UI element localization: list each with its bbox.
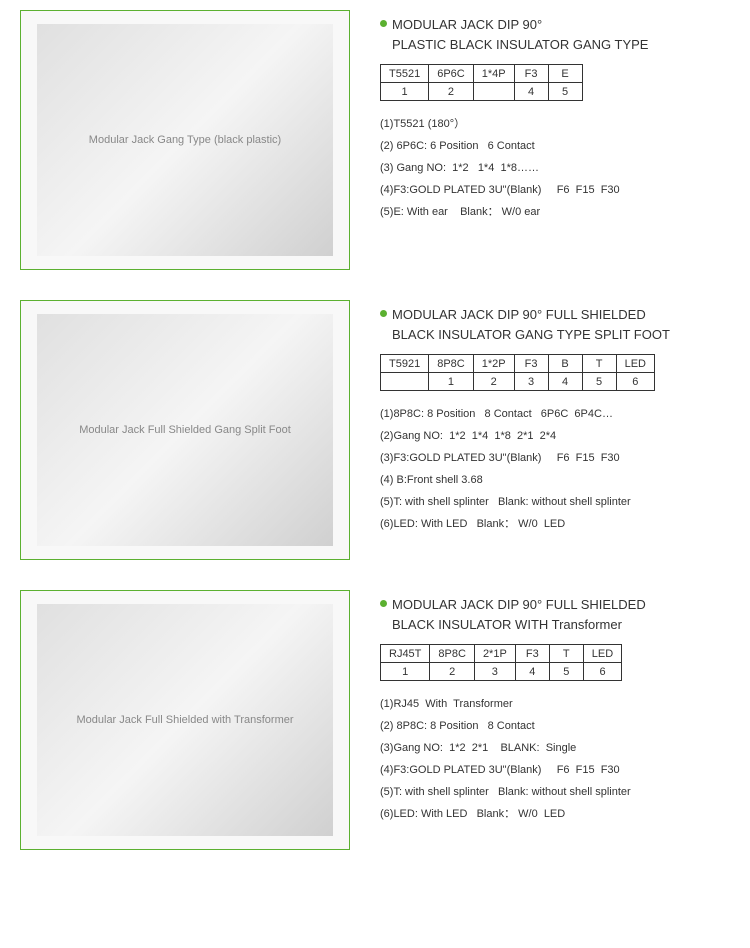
table-cell: 2 — [430, 663, 475, 681]
table-cell: 1*4P — [473, 65, 514, 83]
product-image-frame: Modular Jack Full Shielded Gang Split Fo… — [20, 300, 350, 560]
note-line: (4)F3:GOLD PLATED 3U"(Blank) F6 F15 F30 — [380, 759, 730, 781]
note-line: (1)8P8C: 8 Position 8 Contact 6P6C 6P4C… — [380, 403, 730, 425]
note-line: (5)T: with shell splinter Blank: without… — [380, 781, 730, 803]
title-line1: MODULAR JACK DIP 90° FULL SHIELDED — [392, 307, 646, 322]
title-line1: MODULAR JACK DIP 90° — [392, 17, 542, 32]
table-cell: 3 — [474, 663, 515, 681]
table-cell: T — [582, 355, 616, 373]
table-cell: 4 — [548, 373, 582, 391]
table-row: T5521 6P6C 1*4P F3 E — [381, 65, 583, 83]
table-cell: 4 — [515, 663, 549, 681]
title-line2: PLASTIC BLACK INSULATOR GANG TYPE — [392, 37, 648, 52]
table-row: 1 2 4 5 — [381, 83, 583, 101]
product-row: Modular Jack Gang Type (black plastic) M… — [20, 10, 730, 270]
table-cell: T5921 — [381, 355, 429, 373]
table-cell: 1 — [381, 83, 429, 101]
table-cell: 5 — [549, 663, 583, 681]
note-line: (2) 8P8C: 8 Position 8 Contact — [380, 715, 730, 737]
table-cell: B — [548, 355, 582, 373]
table-cell: 5 — [582, 373, 616, 391]
product-image: Modular Jack Gang Type (black plastic) — [37, 24, 332, 256]
title-line2: BLACK INSULATOR WITH Transformer — [392, 617, 622, 632]
table-cell: T5521 — [381, 65, 429, 83]
table-cell: E — [548, 65, 582, 83]
product-row: Modular Jack Full Shielded with Transfor… — [20, 590, 730, 850]
table-cell: F3 — [515, 645, 549, 663]
product-spec: MODULAR JACK DIP 90° PLASTIC BLACK INSUL… — [380, 10, 730, 270]
table-cell: 8P8C — [429, 355, 474, 373]
table-row: 1 2 3 4 5 6 — [381, 373, 655, 391]
note-line: (4)F3:GOLD PLATED 3U"(Blank) F6 F15 F30 — [380, 179, 730, 201]
table-cell: LED — [616, 355, 654, 373]
table-cell: F3 — [514, 355, 548, 373]
product-title: MODULAR JACK DIP 90° FULL SHIELDED BLACK… — [380, 305, 730, 344]
note-line: (2) 6P6C: 6 Position 6 Contact — [380, 135, 730, 157]
note-line: (5)T: with shell splinter Blank: without… — [380, 491, 730, 513]
table-cell: 1*2P — [473, 355, 514, 373]
product-image-frame: Modular Jack Full Shielded with Transfor… — [20, 590, 350, 850]
title-line1: MODULAR JACK DIP 90° FULL SHIELDED — [392, 597, 646, 612]
table-cell: 1 — [429, 373, 474, 391]
table-cell: 6P6C — [429, 65, 474, 83]
table-cell: 2 — [429, 83, 474, 101]
table-cell: LED — [583, 645, 621, 663]
table-cell: 8P8C — [430, 645, 475, 663]
table-cell: RJ45T — [381, 645, 430, 663]
part-code-table: T5521 6P6C 1*4P F3 E 1 2 4 5 — [380, 64, 583, 101]
table-cell: 5 — [548, 83, 582, 101]
table-cell: 2 — [473, 373, 514, 391]
table-cell: 3 — [514, 373, 548, 391]
table-cell — [473, 83, 514, 101]
product-title: MODULAR JACK DIP 90° PLASTIC BLACK INSUL… — [380, 15, 730, 54]
notes-list: (1)8P8C: 8 Position 8 Contact 6P6C 6P4C…… — [380, 403, 730, 535]
notes-list: (1)RJ45 With Transformer (2) 8P8C: 8 Pos… — [380, 693, 730, 825]
table-row: T5921 8P8C 1*2P F3 B T LED — [381, 355, 655, 373]
note-line: (6)LED: With LED Blank： W/0 LED — [380, 803, 730, 825]
table-cell: 6 — [583, 663, 621, 681]
product-spec: MODULAR JACK DIP 90° FULL SHIELDED BLACK… — [380, 300, 730, 560]
table-cell: T — [549, 645, 583, 663]
table-cell: F3 — [514, 65, 548, 83]
notes-list: (1)T5521 (180°） (2) 6P6C: 6 Position 6 C… — [380, 113, 730, 223]
table-row: RJ45T 8P8C 2*1P F3 T LED — [381, 645, 622, 663]
product-row: Modular Jack Full Shielded Gang Split Fo… — [20, 300, 730, 560]
table-cell: 2*1P — [474, 645, 515, 663]
table-row: 1 2 3 4 5 6 — [381, 663, 622, 681]
part-code-table: RJ45T 8P8C 2*1P F3 T LED 1 2 3 4 5 6 — [380, 644, 622, 681]
note-line: (2)Gang NO: 1*2 1*4 1*8 2*1 2*4 — [380, 425, 730, 447]
note-line: (3)Gang NO: 1*2 2*1 BLANK: Single — [380, 737, 730, 759]
note-line: (1)T5521 (180°） — [380, 113, 730, 135]
table-cell: 1 — [381, 663, 430, 681]
product-title: MODULAR JACK DIP 90° FULL SHIELDED BLACK… — [380, 595, 730, 634]
title-line2: BLACK INSULATOR GANG TYPE SPLIT FOOT — [392, 327, 670, 342]
table-cell: 4 — [514, 83, 548, 101]
table-cell: 6 — [616, 373, 654, 391]
part-code-table: T5921 8P8C 1*2P F3 B T LED 1 2 3 4 5 6 — [380, 354, 655, 391]
note-line: (6)LED: With LED Blank： W/0 LED — [380, 513, 730, 535]
product-spec: MODULAR JACK DIP 90° FULL SHIELDED BLACK… — [380, 590, 730, 850]
note-line: (4) B:Front shell 3.68 — [380, 469, 730, 491]
table-cell — [381, 373, 429, 391]
note-line: (3) Gang NO: 1*2 1*4 1*8…… — [380, 157, 730, 179]
note-line: (3)F3:GOLD PLATED 3U"(Blank) F6 F15 F30 — [380, 447, 730, 469]
note-line: (5)E: With ear Blank： W/0 ear — [380, 201, 730, 223]
note-line: (1)RJ45 With Transformer — [380, 693, 730, 715]
product-image-frame: Modular Jack Gang Type (black plastic) — [20, 10, 350, 270]
product-image: Modular Jack Full Shielded with Transfor… — [37, 604, 332, 836]
product-image: Modular Jack Full Shielded Gang Split Fo… — [37, 314, 332, 546]
